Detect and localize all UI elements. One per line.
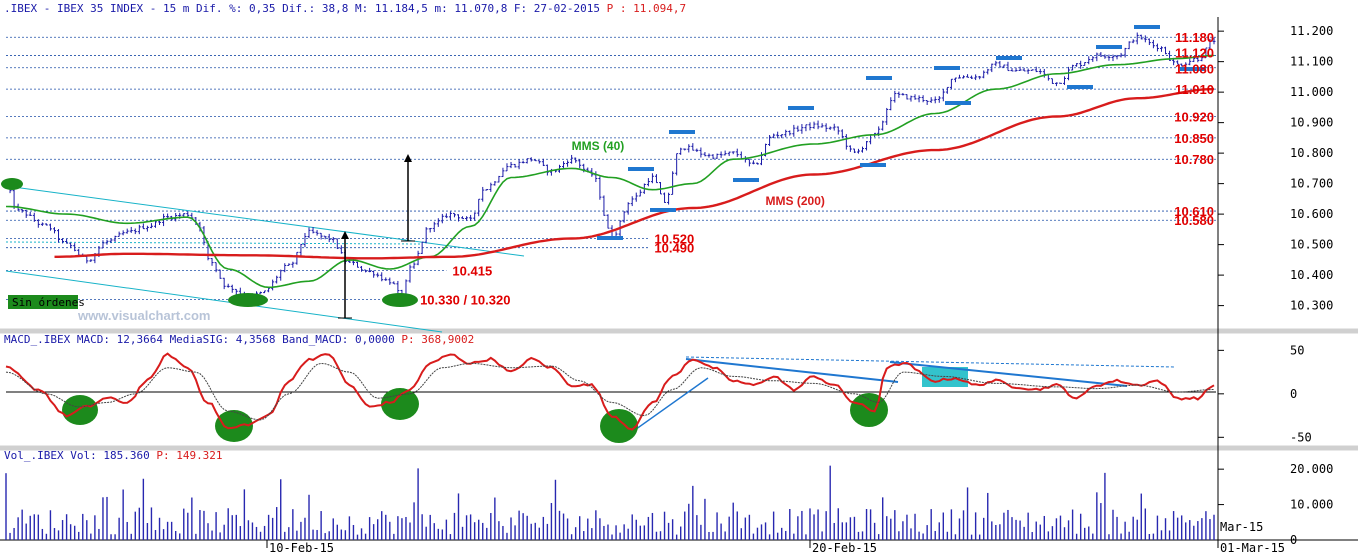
y-tick-label: 10.900 <box>1290 116 1333 130</box>
y-tick-label: 11.000 <box>1290 85 1333 99</box>
macd-trendline <box>685 358 899 383</box>
y-tick-label: 20.000 <box>1290 462 1333 476</box>
macd-dashed-line <box>685 356 1176 368</box>
macd-trendline <box>631 377 709 433</box>
macd-last: P: 368,9002 <box>401 333 474 346</box>
x-extra-label: Mar-15 <box>1220 520 1263 534</box>
arrow-head-up <box>341 231 349 239</box>
swing-oval <box>228 293 268 307</box>
svg-text:.IBEX - IBEX 35 INDEX - 15 m: .IBEX - IBEX 35 INDEX - 15 m Dif. %: 0,3… <box>4 2 686 15</box>
watermark: www.visualchart.com <box>77 308 210 323</box>
x-tick-label: 10-Feb-15 <box>269 541 334 555</box>
channel-lower-line <box>5 270 443 333</box>
y-tick-label: 11.100 <box>1290 55 1333 69</box>
pivot-marker <box>597 236 623 240</box>
pivot-marker <box>1096 45 1122 49</box>
mms200-line <box>54 87 1215 260</box>
y-tick-label: 10.500 <box>1290 238 1333 252</box>
y-tick-label: 11.200 <box>1290 24 1333 38</box>
level-label: 10.920 <box>1174 110 1214 125</box>
ma-annotation: MMS (200) <box>766 194 825 208</box>
level-label: 10.850 <box>1174 131 1214 146</box>
pivot-marker <box>934 66 960 70</box>
svg-text:Vol_.IBEX Vol: 185.360 P: 149.: Vol_.IBEX Vol: 185.360 P: 149.321 <box>4 449 223 462</box>
level-label: 10.520 <box>654 232 694 247</box>
y-tick-label: 10.600 <box>1290 207 1333 221</box>
macd-header: MACD_.IBEX MACD: 12,3664 MediaSIG: 4,356… <box>4 333 395 346</box>
ma-annotation: MMS (40) <box>572 139 625 153</box>
level-label: 10.580 <box>1174 213 1214 228</box>
y-tick-label: -50 <box>1290 430 1312 444</box>
pivot-marker <box>860 163 886 167</box>
macd-trendline <box>889 361 1128 387</box>
signal-line <box>5 362 1215 421</box>
pivot-marker <box>945 101 971 105</box>
macd-oval <box>215 410 253 442</box>
level-label: 11.080 <box>1175 62 1214 77</box>
pivot-marker <box>733 178 759 182</box>
y-tick-label: 10.800 <box>1290 146 1333 160</box>
volume-bars <box>5 465 1215 540</box>
macd-oval <box>600 409 638 443</box>
level-label: 11.180 <box>1175 30 1214 45</box>
label-box <box>8 295 78 309</box>
y-tick-label: 10.700 <box>1290 177 1333 191</box>
swing-oval <box>1 178 23 190</box>
pivot-marker <box>650 208 676 212</box>
level-label: 11.010 <box>1175 82 1214 97</box>
macd-lines <box>5 352 1215 431</box>
y-tick-label: 0 <box>1290 387 1297 401</box>
pivot-marker <box>996 56 1022 60</box>
macd-oval <box>62 395 98 425</box>
y-tick-label: 10.400 <box>1290 268 1333 282</box>
channel-upper-line <box>5 185 525 257</box>
pivot-marker <box>628 167 654 171</box>
label-box-text: Sin órdenes <box>12 296 85 309</box>
level-label: 11.120 <box>1175 46 1214 61</box>
moving-averages <box>5 54 1215 289</box>
level-label: 10.610 <box>1174 204 1214 219</box>
macd-oval <box>381 388 419 420</box>
arrow-head-up <box>404 154 412 162</box>
macd-annotations <box>6 356 1216 443</box>
level-label: 10.415 <box>452 264 492 279</box>
y-axis-labels: 10.300 10.400 10.500 10.600 10.700 10.800 10.9… <box>1218 24 1333 547</box>
swing-oval <box>382 293 418 307</box>
pivot-marker <box>1067 85 1093 89</box>
level-lines <box>6 36 1216 300</box>
level-label: 10.780 <box>1174 152 1214 167</box>
pivot-marker <box>669 130 695 134</box>
macd-line <box>5 352 1215 431</box>
level-label: 10.490 <box>654 241 694 256</box>
y-tick-label: 10.300 <box>1290 299 1333 313</box>
x-axis-labels: 10-Feb-15 20-Feb-15 01-Mar-15 Mar-15 <box>266 520 1285 555</box>
y-tick-label: 10.000 <box>1290 498 1333 512</box>
svg-text:MACD_.IBEX MACD: 12,3664 Media: MACD_.IBEX MACD: 12,3664 MediaSIG: 4,356… <box>4 333 474 346</box>
pivot-marker <box>788 106 814 110</box>
mms40-line <box>5 54 1215 289</box>
level-label: 10.330 / 10.320 <box>420 293 510 308</box>
pivot-marker <box>1134 25 1160 29</box>
y-tick-label: 0 <box>1290 533 1297 547</box>
x-tick-label: 01-Mar-15 <box>1220 541 1285 555</box>
pivot-marker <box>1180 67 1206 71</box>
pivot-marker <box>866 76 892 80</box>
price-header: .IBEX - IBEX 35 INDEX - 15 m Dif. %: 0,3… <box>4 2 600 15</box>
x-tick-label: 20-Feb-15 <box>812 541 877 555</box>
channel-mid-line <box>5 241 421 245</box>
volume-header: Vol_.IBEX Vol: 185.360 <box>4 449 150 462</box>
volume-last: P: 149.321 <box>156 449 222 462</box>
price-last: P : 11.094,7 <box>607 2 686 15</box>
price-channel <box>5 185 525 333</box>
price-markers: Sin órdenes <box>1 25 1206 319</box>
y-tick-label: 50 <box>1290 343 1304 357</box>
